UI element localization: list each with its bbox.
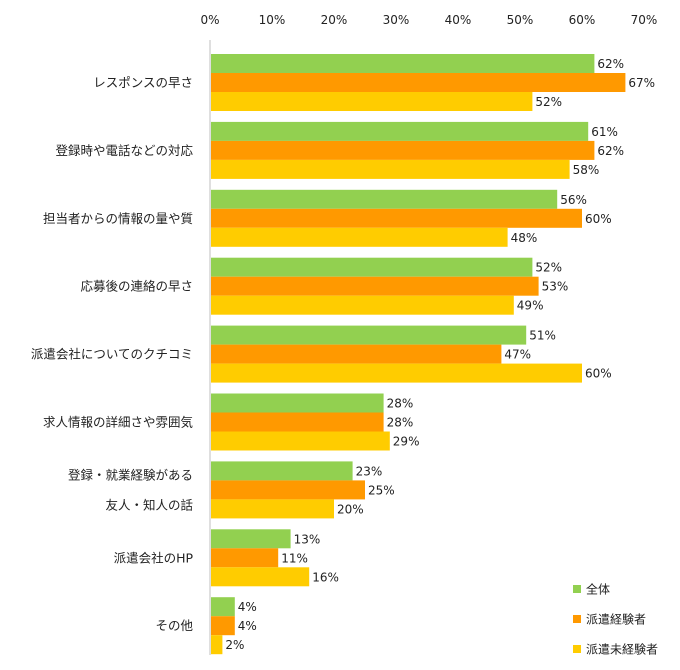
- bar: [211, 92, 533, 111]
- category-label: 派遣会社についてのクチコミ: [31, 347, 193, 362]
- bar: [211, 257, 533, 277]
- bar-value-label: 20%: [337, 502, 364, 516]
- bar: [211, 73, 626, 92]
- bar: [211, 276, 539, 296]
- x-tick-label: 60%: [569, 13, 596, 27]
- bar-value-label: 49%: [517, 299, 544, 313]
- bar-value-label: 52%: [535, 261, 562, 275]
- x-tick-label: 40%: [445, 13, 472, 27]
- bar-value-label: 2%: [225, 638, 244, 652]
- bar: [211, 499, 334, 519]
- legend-swatch: [573, 645, 581, 653]
- bar-value-label: 23%: [356, 464, 383, 478]
- category-label: 友人・知人の話: [105, 497, 193, 512]
- bar: [211, 412, 384, 432]
- bar: [211, 635, 223, 655]
- category-label: 登録時や電話などの対応: [55, 143, 193, 158]
- category-label: レスポンスの早さ: [93, 75, 193, 90]
- bar-value-label: 53%: [542, 280, 569, 294]
- category-label: 派遣会社のHP: [114, 550, 194, 565]
- bar-value-label: 13%: [294, 532, 321, 546]
- bar-value-label: 4%: [238, 600, 257, 614]
- bar-value-label: 56%: [560, 193, 587, 207]
- bar: [211, 159, 570, 179]
- legend-swatch: [573, 615, 581, 623]
- bar: [211, 567, 310, 587]
- bar: [211, 295, 514, 315]
- bar-value-label: 51%: [529, 329, 556, 343]
- bar-value-label: 16%: [312, 570, 339, 584]
- bar-value-label: 28%: [387, 416, 414, 430]
- bar-value-label: 60%: [585, 212, 612, 226]
- x-tick-label: 10%: [259, 13, 286, 27]
- bar-value-label: 58%: [573, 163, 600, 177]
- x-tick-label: 20%: [321, 13, 348, 27]
- bar: [211, 431, 390, 451]
- bar: [211, 227, 508, 247]
- bar: [211, 461, 353, 481]
- bar: [211, 363, 582, 383]
- bar: [211, 393, 384, 413]
- bar-value-label: 4%: [238, 619, 257, 633]
- legend-label: 派遣未経験者: [586, 642, 658, 657]
- bar-value-label: 60%: [585, 367, 612, 381]
- bar: [211, 208, 582, 228]
- x-tick-label: 70%: [631, 13, 658, 27]
- bar: [211, 121, 589, 141]
- bar-value-label: 62%: [597, 144, 624, 158]
- bar: [211, 189, 558, 209]
- bar: [211, 480, 365, 500]
- bar: [211, 325, 527, 345]
- category-label: 応募後の連絡の早さ: [80, 279, 193, 294]
- bar: [211, 616, 235, 636]
- bar-value-label: 25%: [368, 483, 395, 497]
- category-label: その他: [155, 618, 193, 633]
- bar: [211, 548, 279, 568]
- bar-value-label: 28%: [387, 397, 414, 411]
- category-label: 求人情報の詳細さや雰囲気: [43, 415, 193, 430]
- legend-label: 全体: [586, 582, 610, 597]
- bar-value-label: 48%: [511, 231, 538, 245]
- x-tick-label: 50%: [507, 13, 534, 27]
- category-label: 登録・就業経験がある: [68, 467, 193, 482]
- x-tick-label: 30%: [383, 13, 410, 27]
- bar: [211, 344, 502, 364]
- bar-value-label: 47%: [504, 348, 531, 362]
- bar: [211, 140, 595, 160]
- bar-value-label: 61%: [591, 125, 618, 139]
- legend-label: 派遣経験者: [586, 612, 646, 627]
- legend-swatch: [573, 585, 581, 593]
- bar-value-label: 29%: [393, 435, 420, 449]
- x-tick-label: 0%: [200, 13, 219, 27]
- bar-value-label: 11%: [281, 551, 308, 565]
- bar-value-label: 62%: [597, 57, 624, 71]
- bar: [211, 529, 291, 549]
- category-label: 担当者からの情報の量や質: [43, 211, 193, 226]
- bar: [211, 597, 235, 617]
- bar: [211, 54, 595, 73]
- bar-value-label: 67%: [628, 76, 655, 90]
- bar-value-label: 52%: [535, 95, 562, 109]
